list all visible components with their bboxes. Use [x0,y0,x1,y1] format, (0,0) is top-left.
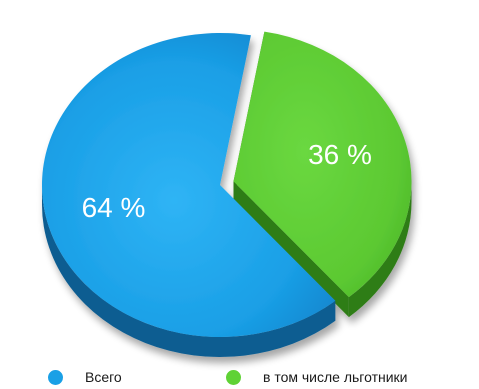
slice-total-side [42,185,336,357]
legend-swatch-total [48,369,63,385]
slice-beneficiaries-cut-face-1 [233,181,349,318]
slice-label-total: 64 % [82,192,146,223]
legend-item-total: Всего [48,367,122,387]
slice-beneficiaries [233,31,412,298]
legend-label-beneficiaries: в том числе льготники [263,369,408,385]
legend-swatch-beneficiaries [226,369,241,385]
legend-item-beneficiaries: в том числе льготники [226,367,408,387]
slice-label-beneficiaries: 36 % [308,139,372,170]
slice-beneficiaries-side [348,181,412,318]
slice-total [41,33,336,337]
legend: Всего в том числе льготники [48,367,468,387]
legend-label-total: Всего [85,369,122,385]
